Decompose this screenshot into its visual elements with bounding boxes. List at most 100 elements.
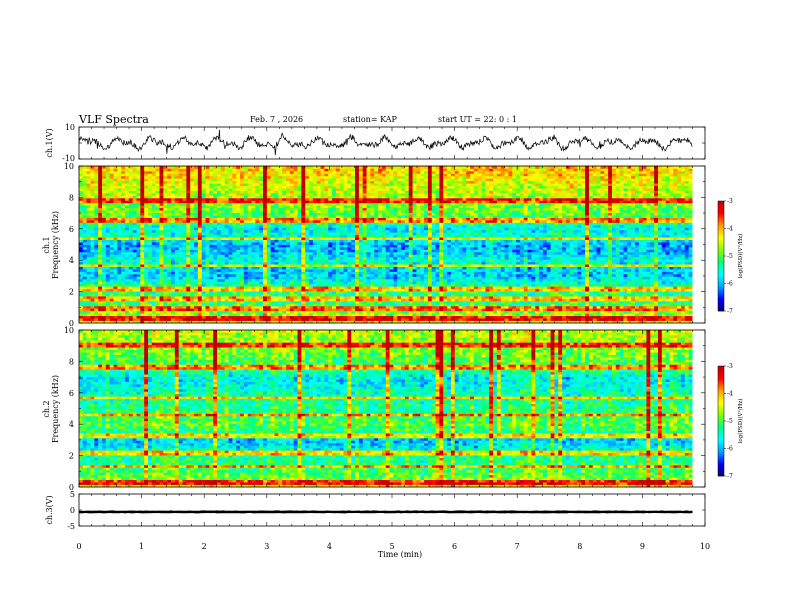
spectrogram-cell (335, 207, 341, 211)
spectrogram-cell (90, 239, 95, 243)
spectrogram-cell (247, 192, 252, 196)
spectrogram-cell (316, 256, 321, 260)
spectrogram-cell (194, 183, 199, 187)
spectrogram-cell (217, 197, 222, 201)
spectrogram-cell (79, 222, 84, 226)
spectrogram-cell (209, 269, 214, 272)
spectrogram-cell (213, 166, 218, 169)
spectrogram-cell (136, 246, 141, 250)
spectrogram-cell (358, 207, 364, 211)
spectrogram-cell (151, 210, 157, 214)
spectrogram-cell (324, 249, 329, 253)
spectrogram-cell (362, 224, 367, 228)
spectrogram-cell (190, 300, 195, 304)
spectrogram-cell (220, 168, 226, 172)
spectrogram-cell (201, 170, 206, 174)
spectrogram-cell (240, 244, 245, 248)
spectrogram-cell (240, 197, 245, 201)
spectrogram-cell (355, 293, 360, 297)
spectrogram-cell (128, 188, 134, 191)
spectrogram-cell (335, 232, 341, 236)
spectrogram-cell (94, 246, 99, 250)
spectrogram-cell (113, 308, 118, 312)
spectrogram-cell (255, 305, 260, 309)
spectrogram-cell (105, 320, 111, 324)
spectrogram-cell (362, 202, 367, 206)
spectrogram-cell (194, 259, 199, 263)
spectrogram-cell (366, 242, 371, 245)
spectrogram-cell (328, 246, 333, 250)
spectrogram-cell (328, 269, 333, 272)
spectrogram-cell (121, 281, 126, 285)
spectrogram-cell (186, 320, 191, 324)
spectrogram-cell (366, 217, 371, 221)
spectrogram-cell (366, 256, 371, 260)
spectrogram-cell (343, 183, 348, 187)
spectrogram-cell (174, 215, 180, 218)
spectrogram-cell (190, 303, 195, 307)
spectrogram-cell (217, 210, 222, 214)
spectrogram-cell (289, 305, 295, 309)
spectrogram-cell (366, 232, 371, 236)
spectrogram-cell (132, 190, 137, 194)
spectrogram-cell (339, 291, 344, 294)
spectrogram-cell (190, 286, 195, 290)
spectrogram-cell (178, 237, 183, 240)
spectrogram-cell (339, 310, 344, 314)
spectrogram-cell (121, 269, 126, 272)
spectrogram-cell (105, 266, 111, 270)
spectrogram-cell (366, 266, 371, 270)
spectrogram-cell (309, 192, 314, 196)
spectrogram-cell (182, 219, 187, 223)
spectrogram-cell (278, 197, 283, 201)
spectrogram-cell (247, 315, 252, 319)
spectrogram-cell (312, 276, 318, 280)
spectrogram-cell (171, 227, 176, 231)
spectrogram-cell (332, 261, 337, 265)
spectrogram-cell (255, 256, 260, 260)
spectrogram-cell (132, 278, 137, 282)
spectrogram-cell (98, 296, 103, 299)
spectrogram-cell (240, 219, 245, 223)
spectrogram-cell (132, 178, 137, 182)
spectrogram-cell (286, 298, 291, 302)
spectrogram-cell (136, 166, 141, 169)
spectrogram-cell (335, 296, 341, 299)
spectrogram-cell (332, 205, 337, 209)
spectrogram-cell (117, 229, 122, 233)
spectrogram-cell (148, 318, 153, 321)
spectrogram-cell (213, 202, 218, 206)
spectrogram-cell (86, 310, 91, 314)
spectrogram-cell (293, 256, 298, 260)
spectrogram-cell (293, 227, 298, 231)
spectrogram-cell (309, 308, 314, 312)
spectrogram-cell (232, 264, 237, 267)
spectrogram-cell (309, 249, 314, 253)
spectrogram-cell (232, 195, 237, 199)
spectrogram-cell (347, 271, 352, 275)
spectrogram-cell (125, 170, 130, 174)
spectrogram-cell (286, 188, 291, 191)
spectrogram-cell (259, 256, 264, 260)
spectrogram-cell (159, 256, 164, 260)
spectrogram-cell (186, 173, 191, 177)
spectrogram-cell (358, 276, 364, 280)
spectrogram-cell (159, 178, 164, 182)
spectrogram-cell (167, 168, 172, 172)
spectrogram-cell (243, 168, 249, 172)
spectrogram-cell (167, 244, 172, 248)
spectrogram-cell (316, 192, 321, 196)
spectrogram-cell (86, 320, 91, 324)
spectrogram-cell (297, 229, 302, 233)
spectrogram-cell (117, 210, 122, 214)
spectrogram-cell (247, 278, 252, 282)
spectrogram-cell (109, 254, 114, 258)
spectrogram-cell (351, 291, 356, 294)
spectrogram-cell (186, 227, 191, 231)
spectrogram-cell (213, 207, 218, 211)
spectrogram-cell (343, 168, 348, 172)
spectrogram-cell (197, 215, 203, 218)
spectrogram-cell (109, 320, 114, 324)
spectrogram-cell (366, 296, 371, 299)
spectrogram-cell (155, 217, 160, 221)
